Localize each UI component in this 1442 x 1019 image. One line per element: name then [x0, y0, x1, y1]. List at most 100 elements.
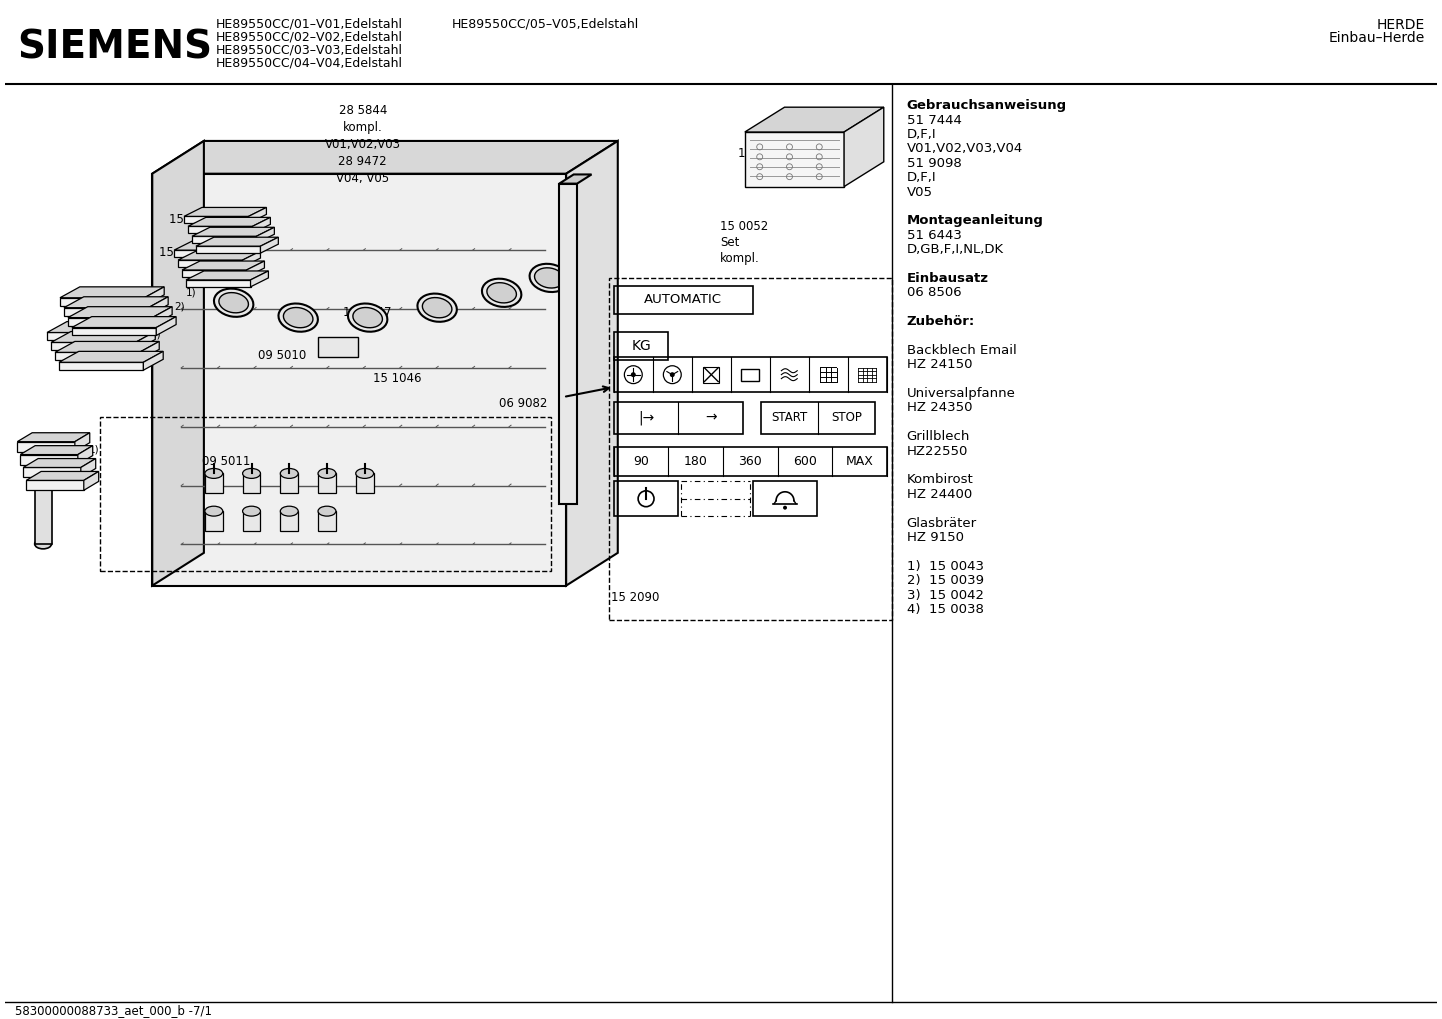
Polygon shape	[81, 459, 95, 478]
Polygon shape	[35, 459, 52, 544]
Text: Kombirost: Kombirost	[907, 474, 973, 486]
Polygon shape	[23, 459, 95, 468]
Text: HE89550CC/05–V05,Edelstahl: HE89550CC/05–V05,Edelstahl	[451, 18, 639, 31]
Bar	[614, 286, 753, 314]
Ellipse shape	[280, 506, 298, 516]
Polygon shape	[59, 363, 143, 370]
Polygon shape	[61, 298, 144, 306]
Polygon shape	[63, 297, 169, 308]
Polygon shape	[182, 261, 264, 270]
Polygon shape	[746, 132, 844, 186]
Ellipse shape	[278, 304, 317, 332]
Circle shape	[630, 372, 636, 377]
Text: 3): 3)	[162, 316, 173, 326]
Text: 51 6443: 51 6443	[907, 229, 962, 242]
Ellipse shape	[423, 298, 451, 318]
Text: 15 0040: 15 0040	[105, 290, 153, 304]
Polygon shape	[187, 226, 252, 233]
Bar	[614, 481, 678, 516]
Text: 3): 3)	[219, 239, 231, 250]
Text: 15 2090: 15 2090	[611, 591, 660, 603]
Text: 2): 2)	[174, 302, 185, 312]
Polygon shape	[205, 512, 222, 531]
Text: HZ 24150: HZ 24150	[907, 359, 972, 371]
Polygon shape	[319, 474, 336, 493]
Polygon shape	[20, 445, 92, 454]
Ellipse shape	[482, 278, 522, 307]
Polygon shape	[238, 242, 257, 257]
Polygon shape	[23, 468, 81, 478]
Circle shape	[671, 372, 675, 377]
Polygon shape	[559, 174, 591, 183]
Text: HZ 24400: HZ 24400	[907, 488, 972, 500]
Polygon shape	[61, 286, 164, 298]
Polygon shape	[559, 183, 577, 504]
Text: V01,V02,V03,V04: V01,V02,V03,V04	[907, 143, 1022, 156]
Polygon shape	[48, 322, 151, 332]
Polygon shape	[251, 271, 268, 286]
Polygon shape	[149, 297, 169, 316]
Text: 51 9098: 51 9098	[907, 157, 962, 170]
Polygon shape	[746, 107, 884, 132]
Text: 1): 1)	[244, 211, 254, 221]
Text: →: →	[705, 411, 717, 425]
Polygon shape	[174, 242, 257, 250]
Ellipse shape	[353, 308, 382, 328]
Text: START: START	[771, 412, 808, 424]
Polygon shape	[84, 472, 98, 490]
Text: STOP: STOP	[831, 412, 862, 424]
Text: HZ 9150: HZ 9150	[907, 531, 963, 544]
Text: 4): 4)	[150, 329, 162, 339]
Ellipse shape	[417, 293, 457, 322]
Ellipse shape	[535, 268, 564, 288]
Polygon shape	[567, 141, 617, 586]
Text: Glasbräter: Glasbräter	[907, 517, 976, 530]
Polygon shape	[72, 327, 156, 335]
Text: Gebrauchsanweisung: Gebrauchsanweisung	[907, 99, 1067, 112]
Polygon shape	[153, 173, 567, 586]
Text: KG: KG	[632, 339, 650, 354]
Polygon shape	[356, 474, 373, 493]
Polygon shape	[257, 227, 274, 244]
Ellipse shape	[213, 288, 254, 317]
Text: Universalpfanne: Universalpfanne	[907, 387, 1015, 400]
Text: HE89550CC/03–V03,Edelstahl: HE89550CC/03–V03,Edelstahl	[216, 44, 402, 57]
Ellipse shape	[242, 506, 261, 516]
Text: 28 5844
kompl.
V01,V02,V03
28 9472
V04, V05: 28 5844 kompl. V01,V02,V03 28 9472 V04, …	[324, 104, 401, 185]
Bar	[704, 367, 720, 382]
Text: AUTOMATIC: AUTOMATIC	[645, 293, 722, 307]
Text: HERDE: HERDE	[1377, 18, 1425, 32]
Ellipse shape	[356, 469, 373, 478]
Text: Grillblech: Grillblech	[907, 430, 970, 443]
Ellipse shape	[319, 469, 336, 478]
Polygon shape	[63, 308, 149, 316]
Polygon shape	[242, 512, 261, 531]
Text: 15 0041: 15 0041	[169, 213, 218, 226]
Text: 600: 600	[793, 455, 816, 468]
Polygon shape	[136, 331, 156, 351]
Text: 51 7444: 51 7444	[907, 114, 962, 126]
Text: 15 0347: 15 0347	[737, 147, 786, 160]
Text: Zubehör:: Zubehör:	[907, 315, 975, 328]
Bar	[99, 417, 551, 571]
Polygon shape	[187, 217, 271, 226]
Polygon shape	[78, 445, 92, 465]
Polygon shape	[242, 251, 261, 267]
Text: V05: V05	[907, 185, 933, 199]
Ellipse shape	[529, 264, 570, 292]
Polygon shape	[143, 352, 163, 370]
Polygon shape	[205, 474, 222, 493]
Text: HE89550CC/02–V02,Edelstahl: HE89550CC/02–V02,Edelstahl	[216, 31, 402, 44]
Bar	[614, 446, 887, 477]
Text: HE89550CC/01–V01,Edelstahl: HE89550CC/01–V01,Edelstahl	[216, 18, 402, 31]
Polygon shape	[153, 141, 203, 586]
Ellipse shape	[242, 469, 261, 478]
Text: 1): 1)	[69, 435, 79, 444]
Polygon shape	[20, 454, 78, 465]
Polygon shape	[247, 261, 264, 277]
Polygon shape	[26, 472, 98, 480]
Text: |→: |→	[637, 411, 655, 425]
Polygon shape	[140, 341, 159, 361]
Text: 58300000088733_aet_000_b -7/1: 58300000088733_aet_000_b -7/1	[16, 1005, 212, 1017]
Text: 1)  15 0043: 1) 15 0043	[907, 559, 983, 573]
